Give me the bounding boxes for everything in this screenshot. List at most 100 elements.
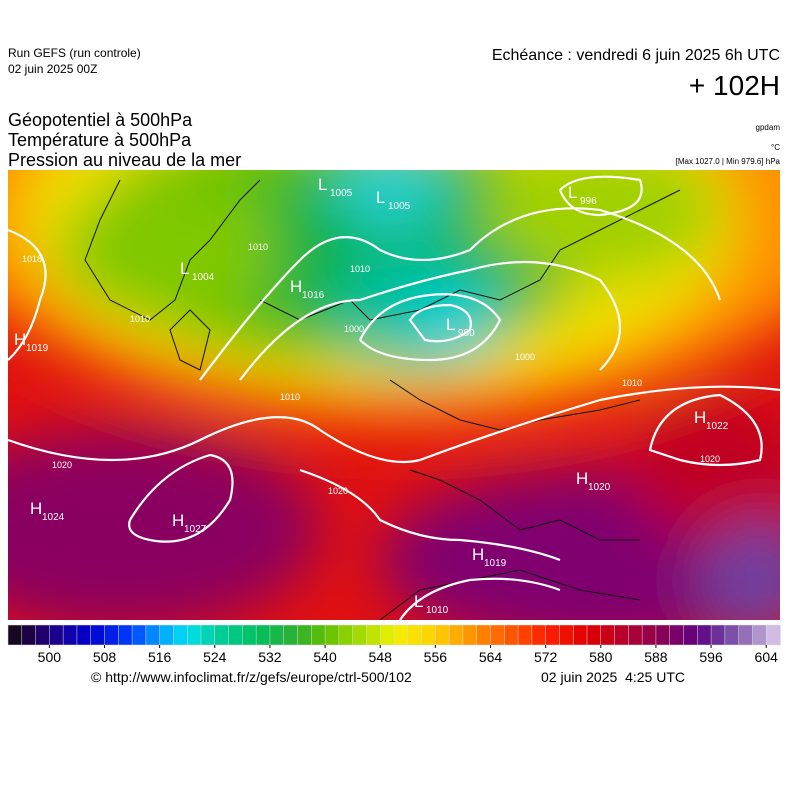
unit: °C bbox=[771, 143, 780, 152]
isobar-label: 1018 bbox=[22, 254, 42, 264]
colorbar-swatch bbox=[173, 624, 188, 646]
colorbar: 500 508 516 524 532 540 548 556 564 572 580 588 596 6… bbox=[7, 624, 781, 665]
title: Géopotentiel à 500hPa bbox=[8, 110, 193, 130]
colorbar-swatch bbox=[62, 624, 78, 646]
colorbar-label: 596 bbox=[699, 649, 723, 665]
colorbar-swatch bbox=[517, 624, 533, 646]
valid-time: Echéance : vendredi 6 juin 2025 6h UTC bbox=[492, 47, 780, 64]
center-type: H bbox=[172, 511, 184, 530]
colorbar-swatch bbox=[641, 624, 657, 646]
center-value: 1005 bbox=[388, 201, 411, 212]
colorbar-label: 540 bbox=[313, 649, 337, 665]
run: Run GEFS (run controle) bbox=[8, 46, 141, 60]
colorbar-swatch bbox=[614, 624, 630, 646]
map bbox=[8, 170, 780, 620]
center-value: 1022 bbox=[706, 421, 729, 432]
colorbar-swatch bbox=[186, 624, 202, 646]
unit: [Max 1027.0 | Min 979.6] hPa bbox=[676, 157, 781, 166]
colorbar-swatch bbox=[200, 624, 216, 646]
center-value: 1004 bbox=[192, 272, 215, 283]
colorbar-swatch bbox=[35, 624, 51, 646]
center-type: L bbox=[446, 315, 455, 334]
colorbar-swatch bbox=[214, 624, 230, 646]
isobar-label: 1000 bbox=[344, 324, 364, 334]
colorbar-swatch bbox=[476, 624, 492, 646]
center-value: 1019 bbox=[484, 558, 507, 569]
colorbar-swatch bbox=[752, 624, 767, 646]
isobar-label: 1010 bbox=[130, 314, 150, 324]
colorbar-label: 572 bbox=[534, 649, 558, 665]
colorbar-swatch bbox=[655, 624, 671, 646]
colorbar-swatch bbox=[159, 624, 175, 646]
colorbar-swatch bbox=[145, 624, 161, 646]
center-type: L bbox=[568, 183, 577, 202]
colorbar-label: 508 bbox=[93, 649, 117, 665]
center-value: 1010 bbox=[426, 605, 449, 616]
colorbar-swatch bbox=[531, 624, 547, 646]
colorbar-swatch bbox=[297, 624, 313, 646]
run-date: 02 juin 2025 00Z bbox=[8, 62, 97, 76]
colorbar-label: 604 bbox=[755, 649, 779, 665]
colorbar-label: 516 bbox=[148, 649, 172, 665]
center-value: 996 bbox=[580, 196, 597, 207]
center-value: 1020 bbox=[588, 482, 611, 493]
colorbar-label: 500 bbox=[38, 649, 62, 665]
colorbar-swatch bbox=[49, 624, 64, 646]
colorbar-swatch bbox=[338, 624, 354, 646]
center-type: H bbox=[472, 545, 484, 564]
colorbar-label: 564 bbox=[479, 649, 503, 665]
colorbar-swatch bbox=[228, 624, 244, 646]
center-type: H bbox=[694, 408, 706, 427]
colorbar-swatch bbox=[738, 624, 754, 646]
center-value: 1027 bbox=[184, 524, 207, 535]
colorbar-swatch bbox=[572, 624, 588, 646]
colorbar-swatch bbox=[131, 624, 147, 646]
center-type: H bbox=[576, 469, 588, 488]
colorbar-swatch bbox=[352, 624, 368, 646]
center-value: 980 bbox=[458, 328, 475, 339]
center-type: H bbox=[30, 499, 42, 518]
colorbar-swatch bbox=[448, 624, 464, 646]
isobar-label: 1010 bbox=[622, 378, 642, 388]
center-type: L bbox=[414, 592, 423, 611]
colorbar-swatch bbox=[765, 624, 781, 646]
colorbar-swatch bbox=[504, 624, 519, 646]
colorbar-swatch bbox=[76, 624, 92, 646]
colorbar-swatch bbox=[724, 624, 740, 646]
colorbar-swatch bbox=[104, 624, 120, 646]
isobar-labels: 1018 1010 1010 1000 1010 1020 1020 1010 1000 1010… bbox=[22, 242, 720, 496]
title: Température à 500hPa bbox=[8, 130, 192, 150]
colorbar-swatch bbox=[435, 624, 450, 646]
colorbar-swatch bbox=[462, 624, 478, 646]
colorbar-swatch bbox=[366, 624, 381, 646]
center-value: 1016 bbox=[302, 290, 325, 301]
colorbar-label: 588 bbox=[644, 649, 668, 665]
center-value: 1005 bbox=[330, 188, 353, 199]
colorbar-swatch bbox=[242, 624, 257, 646]
colorbar-swatch bbox=[379, 624, 395, 646]
center-value: 1019 bbox=[26, 343, 49, 354]
colorbar-swatch bbox=[269, 624, 285, 646]
colorbar-swatch bbox=[21, 624, 37, 646]
lead-time: + 102H bbox=[689, 70, 780, 101]
colorbar-swatch bbox=[600, 624, 616, 646]
colorbar-swatch bbox=[283, 624, 299, 646]
colorbar-swatch bbox=[710, 624, 726, 646]
colorbar-swatch bbox=[669, 624, 685, 646]
colorbar-swatch bbox=[311, 624, 326, 646]
colorbar-swatch bbox=[421, 624, 437, 646]
colorbar-swatch bbox=[407, 624, 423, 646]
center-type: L bbox=[318, 175, 327, 194]
colorbar-swatch bbox=[7, 624, 23, 646]
generated: 02 juin 2025 4:25 UTC bbox=[541, 669, 685, 685]
colorbar-swatch bbox=[393, 624, 409, 646]
center-type: H bbox=[290, 277, 302, 296]
colorbar-label: 548 bbox=[369, 649, 393, 665]
colorbar-swatch bbox=[255, 624, 271, 646]
colorbar-label: 556 bbox=[424, 649, 448, 665]
center-type: L bbox=[180, 259, 189, 278]
colorbar-swatch bbox=[118, 624, 133, 646]
colorbar-swatch bbox=[628, 624, 643, 646]
isobar-label: 1000 bbox=[515, 352, 535, 362]
